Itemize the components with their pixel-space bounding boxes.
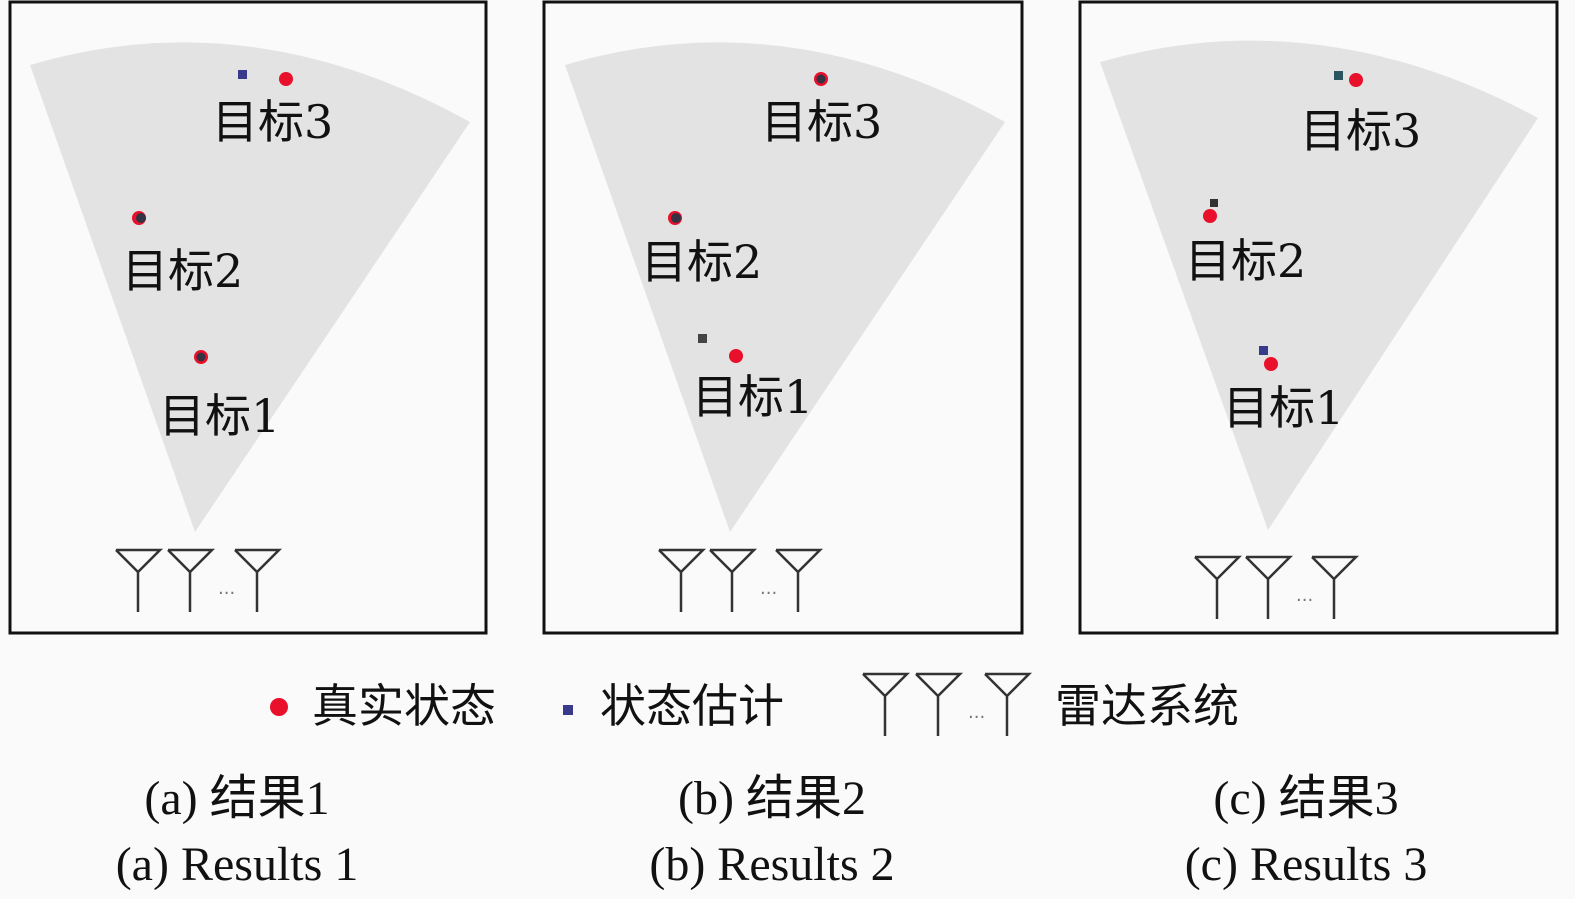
estimate-marker — [196, 352, 206, 362]
svg-text:...: ... — [968, 702, 985, 723]
legend-true-state: 真实状态 — [312, 679, 496, 733]
target-1-label: 目标1 — [1223, 381, 1344, 435]
estimate-marker — [238, 70, 247, 79]
antenna-array-icon: ... — [861, 672, 1031, 738]
svg-text:...: ... — [218, 578, 235, 599]
estimate-marker — [816, 74, 826, 84]
radar-coverage-sector — [1100, 40, 1538, 531]
radar-coverage-sector — [30, 42, 470, 532]
estimate-marker — [1259, 346, 1268, 355]
target-3-label: 目标3 — [761, 95, 882, 149]
true-state-marker — [1264, 357, 1278, 371]
target-1-label: 目标1 — [692, 370, 813, 424]
caption-b-cn: (b) 结果2 — [678, 772, 866, 825]
target-2-label: 目标2 — [122, 244, 243, 298]
estimate-marker — [136, 213, 146, 223]
panel-b: 目标3 目标2 目标1 ... — [542, 0, 1024, 635]
svg-text:...: ... — [1296, 585, 1313, 606]
caption-c-cn: (c) 结果3 — [1213, 772, 1398, 825]
red-dot-icon — [270, 698, 288, 716]
target-3-label: 目标3 — [1300, 104, 1421, 158]
target-1-label: 目标1 — [159, 389, 280, 443]
panel-a: 目标3 目标2 目标1 ... — [8, 0, 488, 635]
true-state-marker — [279, 72, 293, 86]
legend-estimate: 状态估计 — [600, 679, 784, 733]
radar-coverage-sector — [565, 42, 1005, 532]
estimate-marker — [1210, 199, 1218, 207]
caption-a-en: (a) Results 1 — [116, 838, 359, 891]
svg-text:...: ... — [760, 578, 777, 599]
caption-b-en: (b) Results 2 — [649, 838, 894, 891]
true-state-marker — [729, 349, 743, 363]
caption-c-en: (c) Results 3 — [1185, 838, 1428, 891]
square-marker-icon — [563, 705, 573, 715]
target-2-label: 目标2 — [641, 235, 762, 289]
legend: 真实状态 状态估计 ... 雷达系统 — [270, 672, 1239, 738]
estimate-marker — [671, 213, 681, 223]
caption-a-cn: (a) 结果1 — [144, 772, 329, 825]
estimate-marker — [1334, 71, 1343, 80]
target-2-label: 目标2 — [1185, 234, 1306, 288]
legend-radar: 雷达系统 — [1055, 679, 1239, 733]
target-3-label: 目标3 — [212, 95, 333, 149]
estimate-marker — [698, 334, 707, 343]
true-state-marker — [1349, 73, 1363, 87]
true-state-marker — [1203, 209, 1217, 223]
antenna-array-icon: ... — [657, 548, 822, 614]
panel-c: 目标3 目标2 目标1 ... — [1078, 0, 1559, 635]
antenna-array-icon: ... — [1193, 555, 1358, 621]
antenna-array-icon: ... — [114, 548, 281, 614]
